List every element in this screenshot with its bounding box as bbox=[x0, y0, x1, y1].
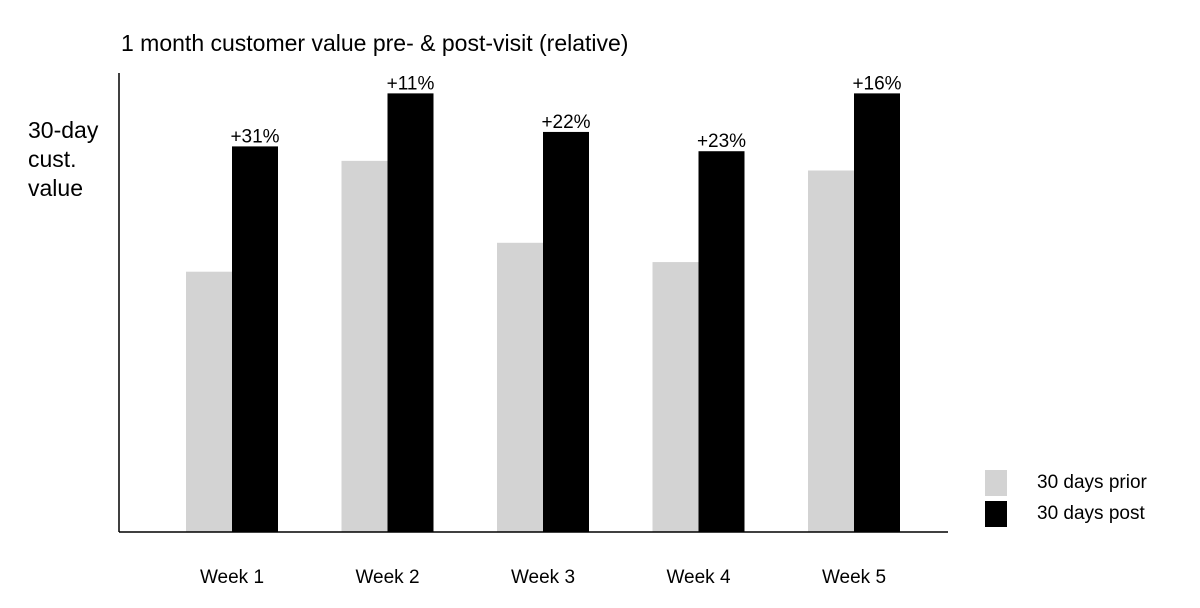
legend-swatch-post bbox=[985, 501, 1007, 527]
bar-prior bbox=[497, 242, 543, 533]
x-tick-labels-group: Week 1 Week 2 Week 3 Week 4 Week 5 bbox=[200, 567, 886, 588]
data-label: +16% bbox=[852, 73, 901, 94]
bar-post bbox=[387, 93, 434, 532]
legend-label-post: 30 days post bbox=[1037, 503, 1145, 524]
y-axis-label-line: value bbox=[28, 175, 83, 201]
x-tick-label: Week 4 bbox=[666, 567, 731, 588]
bar-prior bbox=[341, 160, 388, 533]
y-axis-label-line: 30-day bbox=[28, 117, 99, 143]
bar-prior bbox=[808, 170, 854, 532]
data-label: +23% bbox=[697, 131, 746, 152]
bar-post bbox=[698, 151, 745, 532]
x-tick-label: Week 2 bbox=[355, 567, 419, 588]
bar-post bbox=[854, 93, 900, 532]
x-tick-label: Week 3 bbox=[511, 567, 575, 588]
y-axis-label: 30-day cust. value bbox=[28, 116, 118, 203]
chart-title: 1 month customer value pre- & post-visit… bbox=[121, 30, 629, 56]
y-axis-label-line: cust. bbox=[28, 146, 77, 172]
bar-prior bbox=[652, 262, 699, 532]
data-label: +11% bbox=[387, 73, 435, 94]
bars-group bbox=[186, 93, 900, 533]
data-labels-group: +31% +11% +22% +23% +16% bbox=[230, 73, 901, 152]
legend-swatch-prior bbox=[985, 470, 1007, 496]
data-label: +31% bbox=[230, 126, 279, 147]
bar-post bbox=[543, 131, 589, 532]
bar-post bbox=[232, 146, 278, 532]
bar-prior bbox=[186, 271, 232, 532]
x-tick-label: Week 5 bbox=[822, 567, 886, 588]
data-label: +22% bbox=[541, 112, 590, 133]
x-tick-label: Week 1 bbox=[200, 567, 264, 588]
legend-label-prior: 30 days prior bbox=[1037, 472, 1147, 493]
